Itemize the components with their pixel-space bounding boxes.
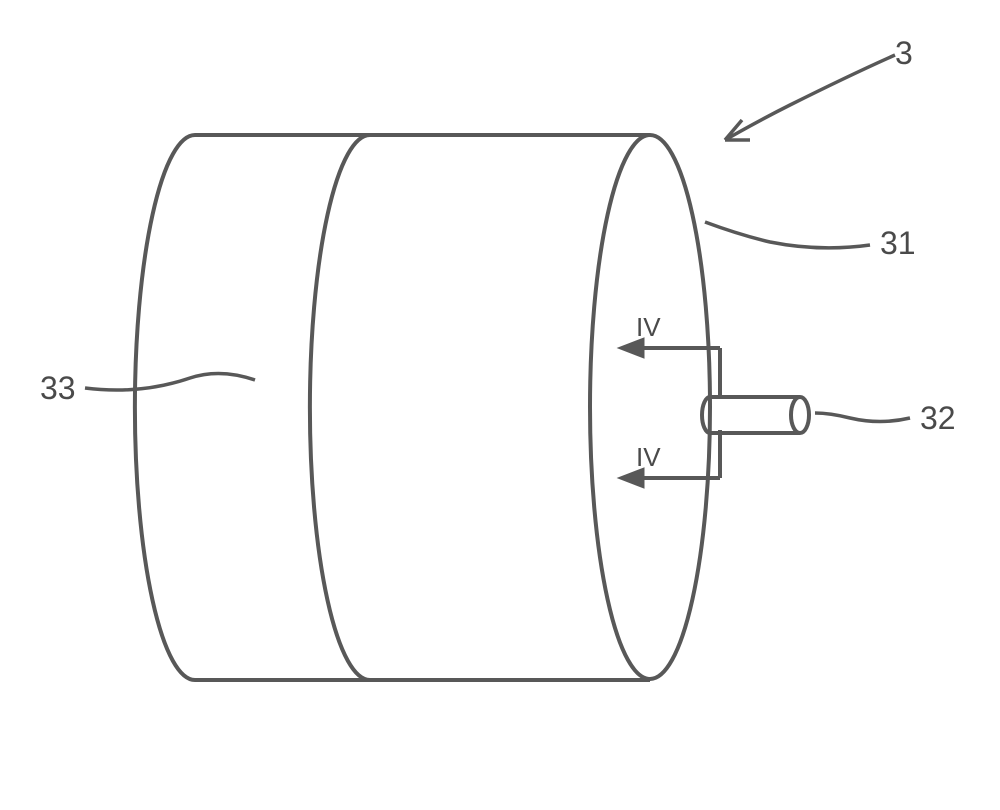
cylinder-front-face <box>590 135 710 679</box>
label-32: 32 <box>920 400 956 437</box>
section-marker-upper: IV <box>636 312 661 343</box>
leader-33 <box>85 373 255 390</box>
cylinder-seam <box>310 135 370 680</box>
label-3: 3 <box>895 35 913 72</box>
leader-3 <box>725 55 895 140</box>
shaft-end-face <box>791 397 809 433</box>
label-31: 31 <box>880 225 916 262</box>
diagram-svg <box>0 0 1000 810</box>
label-33: 33 <box>40 370 76 407</box>
leader-32 <box>815 413 910 422</box>
cylinder-back-edge <box>135 135 195 680</box>
section-marker-lower: IV <box>636 442 661 473</box>
leader-31 <box>705 222 870 248</box>
